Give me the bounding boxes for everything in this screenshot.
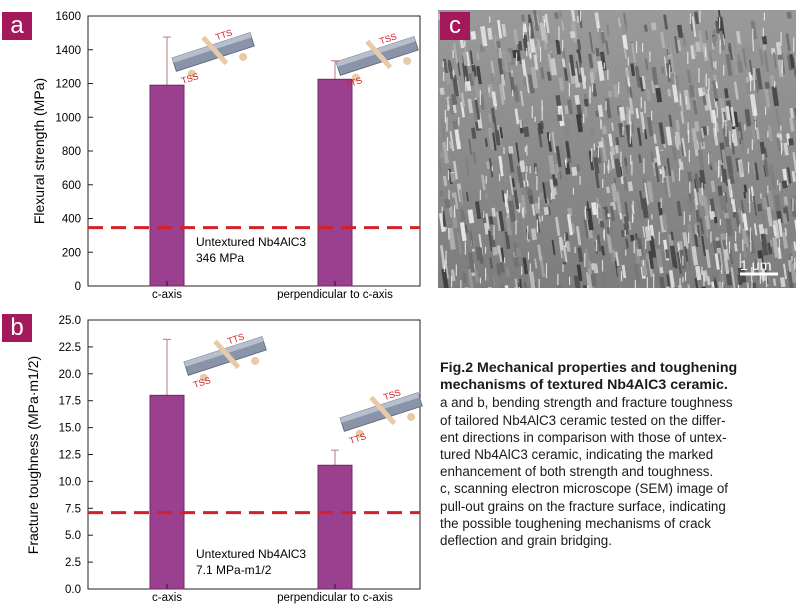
caption-title-line2: mechanisms of textured Nb4AlC3 ceramic.: [440, 377, 728, 394]
x-tick-label: c-axis: [152, 592, 182, 604]
inset-label: TSS: [180, 71, 200, 86]
figure-caption: Fig.2 Mechanical properties and tougheni…: [440, 360, 801, 549]
inset-label: TTS: [214, 27, 233, 42]
reference-label-line2: 346 MPa: [196, 251, 244, 265]
y-tick-label: 400: [62, 214, 81, 226]
y-axis-label: Flexural strength (MPa): [31, 78, 47, 224]
caption-line: c, scanning electron microscope (SEM) im…: [440, 481, 729, 497]
y-tick-label: 1000: [55, 112, 81, 124]
y-tick-label: 800: [62, 146, 81, 158]
scale-bar-label: 1 μm: [740, 257, 771, 273]
fracture-toughness-chart: 0.0 2.5 5.0 7.5 10.0 12.5 15.0 17.5 20.0 22.5 25.0…: [25, 315, 423, 604]
caption-line: a and b, bending strength and fracture t…: [440, 395, 733, 411]
caption-line: pull-out grains on the fracture surface,…: [440, 498, 726, 514]
panel-label-c: c: [440, 12, 470, 40]
caption-line: tured Nb4AlC3 ceramic, indicating the ma…: [440, 446, 714, 462]
y-tick-label: 22.5: [59, 342, 81, 354]
y-tick-label: 0: [75, 281, 81, 293]
y-tick-label: 15.0: [59, 423, 81, 435]
y-tick-label: 5.0: [65, 530, 81, 542]
inset-label: TTS: [348, 431, 367, 446]
y-tick-label: 17.5: [59, 396, 81, 408]
flexural-strength-chart: 0 200 400 600 800 1000 1200 1400 1600 Flexural s…: [31, 11, 421, 300]
y-tick-label: 200: [62, 247, 81, 259]
y-tick-label: 10.0: [59, 476, 81, 488]
sem-micrograph: 1 μm: [438, 10, 796, 288]
y-axis-label: Fracture toughness (MPa·m1/2): [25, 356, 41, 554]
caption-title-line1: Fig.2 Mechanical properties and tougheni…: [440, 360, 738, 376]
y-tick-label: 0.0: [65, 584, 81, 596]
reference-label-line2: 7.1 MPa-m1/2: [196, 563, 272, 577]
x-tick-label: c-axis: [152, 289, 182, 300]
caption-line: enhancement of both strength and toughne…: [440, 464, 714, 480]
bar: [149, 394, 185, 590]
inset-label: TTS: [344, 75, 363, 90]
y-tick-label: 2.5: [65, 557, 81, 569]
y-tick-label: 7.5: [65, 503, 81, 515]
x-tick-label: perpendicular to c-axis: [277, 289, 393, 300]
caption-line: the possible toughening mechanisms of cr…: [440, 515, 711, 531]
inset-label: TSS: [192, 375, 212, 390]
bar: [317, 464, 353, 590]
y-tick-label: 1400: [55, 45, 81, 57]
y-tick-label: 1200: [55, 79, 81, 91]
y-tick-label: 12.5: [59, 450, 81, 462]
reference-label-line1: Untextured Nb4AlC3: [196, 235, 306, 249]
panel-label-b: b: [2, 314, 32, 342]
panel-label-a: a: [2, 12, 32, 40]
beam-sketch: TTS TSS: [171, 27, 255, 86]
bar: [149, 84, 185, 287]
y-tick-label: 20.0: [59, 369, 81, 381]
reference-label-line1: Untextured Nb4AlC3: [196, 547, 306, 561]
y-tick-label: 600: [62, 180, 81, 192]
beam-sketch: TTS TSS: [183, 331, 267, 390]
y-tick-label: 1600: [55, 11, 81, 23]
caption-line: of tailored Nb4AlC3 ceramic tested on th…: [440, 412, 726, 428]
caption-line: ent directions in comparison with those …: [440, 429, 727, 445]
y-tick-label: 25.0: [59, 315, 81, 327]
x-tick-label: perpendicular to c-axis: [277, 592, 393, 604]
bar: [317, 78, 353, 287]
inset-label: TTS: [226, 331, 245, 346]
caption-line: deflection and grain bridging.: [440, 532, 612, 548]
